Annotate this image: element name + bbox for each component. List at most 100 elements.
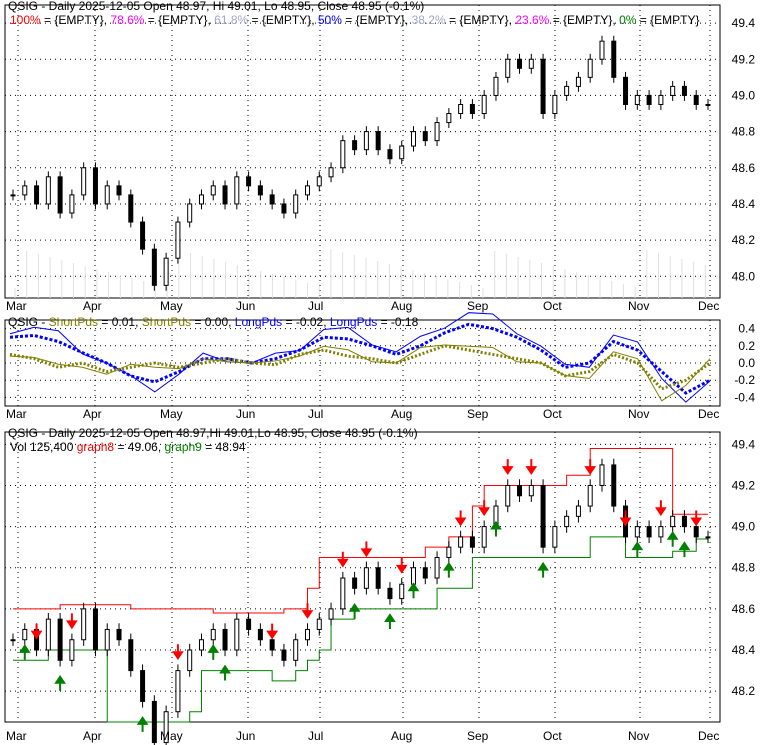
price-panel-candle [564, 85, 570, 96]
oscillator-panel-x-tick-label: May [160, 407, 183, 421]
channel-panel-y-tick-label: 49.2 [732, 478, 756, 492]
price-panel-x-tick-label: Dec [698, 299, 719, 313]
channel-panel-candle [481, 526, 487, 548]
sell-arrow-icon [395, 557, 408, 574]
channel-legend-value: = 48.94 [202, 440, 246, 454]
channel-panel-candle [45, 618, 51, 651]
channel-legend: Vol 125,400 graph8 = 49.06, graph9 = 48.… [10, 440, 246, 454]
buy-arrow-icon [18, 644, 31, 660]
price-panel-candle [316, 176, 322, 187]
channel-panel-candle [517, 484, 523, 497]
buy-arrow-icon [678, 541, 691, 558]
oscillator-legend-value: = 0.01, [98, 315, 142, 329]
channel-panel-candle [163, 711, 169, 744]
channel-panel-candle [198, 639, 204, 651]
fib-legend-value: = {EMPTY}, [549, 13, 619, 27]
fib-legend-label: 38.2% [412, 13, 446, 27]
price-panel-x-tick-label: Jun [236, 299, 255, 313]
price-panel-candle [234, 176, 240, 205]
channel-panel-candle [552, 526, 558, 548]
channel-panel-y-tick-label: 48.4 [732, 643, 756, 657]
channel-panel-candle [505, 484, 511, 507]
channel-panel-x-tick-label: Aug [391, 729, 412, 743]
price-panel-candle [434, 122, 440, 142]
channel-panel-candle [575, 505, 581, 517]
price-panel-candle [222, 185, 228, 205]
channel-panel-candle [564, 515, 570, 528]
channel-panel-candle [434, 556, 440, 579]
channel-panel-x-tick-label: Sep [467, 729, 489, 743]
price-panel-candle [10, 194, 16, 197]
channel-panel-y-tick-label: 49.0 [732, 520, 756, 534]
channel-panel-candle [528, 484, 534, 497]
price-panel-candle [493, 76, 499, 96]
oscillator-legend: QSIG - ShortPds = 0.01, ShortPds = 0.00,… [8, 315, 419, 329]
channel-panel-candle [140, 670, 146, 702]
oscillator-legend-label: LongPds [235, 315, 282, 329]
fib-legend-value: = {EMPTY}, [248, 13, 318, 27]
channel-panel-x-tick-label: Jul [308, 729, 323, 743]
fib-legend-value: = {EMPTY}, [41, 13, 111, 27]
fib-legend-label: 61.8% [214, 13, 248, 27]
buy-arrow-icon [490, 520, 502, 537]
channel-panel-x-tick-label: Mar [6, 729, 27, 743]
channel-panel-candle [116, 628, 122, 641]
oscillator-panel-x-tick-label: Apr [83, 407, 102, 421]
price-panel-y-tick-label: 48.0 [732, 269, 756, 283]
oscillator-legend-value: = -0.02, [282, 315, 330, 329]
channel-panel-candle [175, 670, 181, 713]
price-panel-candle [528, 58, 534, 69]
price-panel-candle [611, 40, 617, 78]
price-panel-candle [163, 257, 169, 286]
channel-legend-prefix: Vol 125,400 [10, 440, 77, 454]
price-panel-candle [140, 221, 146, 250]
price-panel-candle [575, 76, 581, 87]
price-panel-y-tick-label: 48.4 [732, 197, 756, 211]
channel-panel-y-tick-label: 48.8 [732, 561, 756, 575]
sell-arrow-icon [655, 500, 667, 517]
oscillator-legend-prefix: QSIG - [8, 315, 49, 329]
oscillator-legend-label: ShortPds [142, 315, 191, 329]
price-panel-candle [22, 185, 28, 196]
channel-panel-candle [705, 536, 711, 539]
channel-panel-x-tick-label: Oct [543, 729, 562, 743]
price-panel-candle [246, 176, 252, 187]
channel-legend-label: graph9 [164, 440, 202, 454]
channel-panel-candle [363, 567, 369, 589]
buy-arrow-icon [219, 664, 231, 681]
channel-panel-candle [670, 515, 676, 528]
sell-arrow-icon [478, 500, 491, 517]
channel-panel-x-tick-label: May [160, 729, 183, 743]
price-panel-candle [693, 94, 699, 105]
price-panel-candle [469, 103, 475, 115]
price-panel-candle [69, 194, 75, 214]
price-panel-candle [517, 58, 523, 69]
channel-panel-candle [222, 628, 228, 651]
price-panel-candle [328, 167, 334, 178]
oscillator-legend-value: = -0.18 [377, 315, 418, 329]
oscillator-panel-x-tick-label: Nov [628, 407, 649, 421]
sell-arrow-icon [525, 459, 538, 475]
price-panel-candle [387, 149, 393, 160]
channel-panel-candle [352, 577, 358, 589]
price-panel-x-tick-label: Oct [543, 299, 562, 313]
channel-panel-y-tick-label: 49.4 [732, 437, 756, 451]
buy-arrow-icon [442, 561, 455, 578]
price-panel-candle [658, 94, 664, 105]
price-panel-candle [375, 131, 381, 151]
channel-panel-candle [69, 639, 75, 661]
channel-panel-y-tick-label: 48.6 [732, 602, 756, 616]
price-panel-candle [587, 58, 593, 78]
price-panel-candle [363, 131, 369, 151]
channel-panel-candle [658, 526, 664, 538]
channel-panel-candle [446, 546, 452, 558]
channel-panel-candle [375, 567, 381, 589]
price-panel-candle [45, 176, 51, 205]
price-panel-x-tick-label: Apr [83, 299, 102, 313]
sell-arrow-icon [690, 510, 703, 527]
sell-arrow-icon [30, 623, 43, 640]
channel-panel-x-tick-label: Apr [83, 729, 102, 743]
channel-panel-candle [151, 700, 157, 744]
oscillator-panel-x-tick-label: Jul [308, 407, 323, 421]
